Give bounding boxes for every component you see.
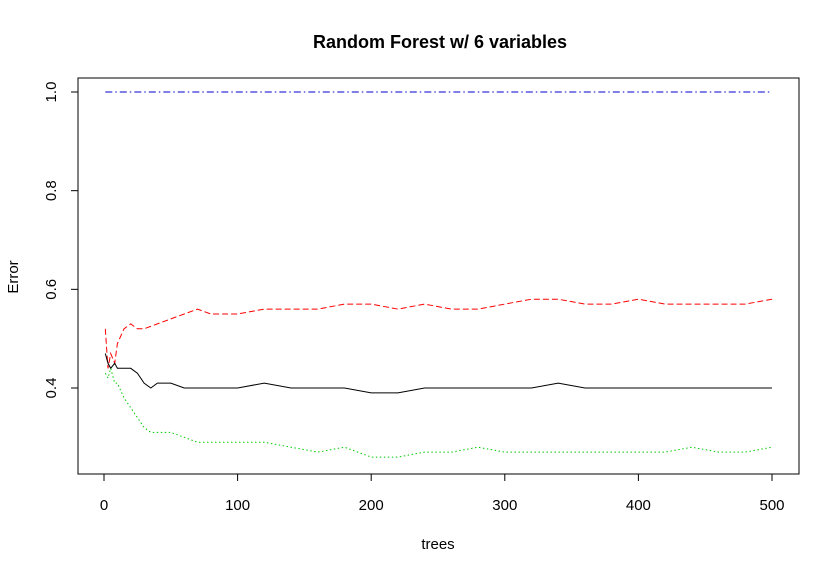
y-tick-label: 0.8 bbox=[43, 180, 60, 201]
x-tick-label: 400 bbox=[626, 497, 651, 514]
series-line-3 bbox=[104, 366, 773, 458]
series-line-1 bbox=[104, 298, 773, 369]
series-line-2 bbox=[104, 353, 772, 394]
y-axis-title: Error bbox=[5, 260, 22, 293]
x-tick-label: 100 bbox=[225, 497, 250, 514]
y-tick-label: 0.6 bbox=[43, 279, 60, 300]
x-tick-label: 0 bbox=[100, 497, 108, 514]
series-layer bbox=[104, 91, 773, 458]
x-tick-label: 200 bbox=[359, 497, 384, 514]
axes-layer: 0 100 200 300 400 500 0.4 0.6 0.8 1.0 bbox=[43, 82, 785, 514]
chart-title: Random Forest w/ 6 variables bbox=[313, 32, 567, 52]
y-tick-label: 0.4 bbox=[43, 378, 60, 399]
plot-frame bbox=[77, 77, 800, 475]
x-tick-label: 300 bbox=[492, 497, 517, 514]
y-tick-label: 1.0 bbox=[43, 82, 60, 103]
x-tick-label: 500 bbox=[759, 497, 784, 514]
x-axis-title: trees bbox=[421, 536, 454, 553]
